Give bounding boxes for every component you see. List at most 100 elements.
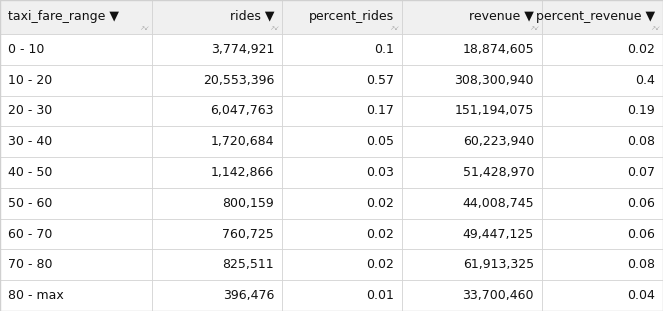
Text: 3,774,921: 3,774,921 [211, 43, 274, 56]
Bar [542, 34, 663, 65]
Text: 308,300,940: 308,300,940 [455, 74, 534, 87]
Text: taxi_fare_range ▼: taxi_fare_range ▼ [8, 10, 119, 23]
Text: 0.06: 0.06 [627, 228, 655, 240]
Text: percent_revenue ▼: percent_revenue ▼ [536, 10, 655, 23]
Bar [0, 157, 152, 188]
Text: 0.05: 0.05 [366, 135, 394, 148]
Text: 61,913,325: 61,913,325 [463, 258, 534, 271]
Text: 60 - 70: 60 - 70 [8, 228, 52, 240]
Bar [0, 219, 152, 249]
Bar [282, 157, 402, 188]
Text: 20,553,396: 20,553,396 [203, 74, 274, 87]
Bar [0, 126, 152, 157]
Bar [542, 280, 663, 311]
Text: 0.03: 0.03 [366, 166, 394, 179]
Text: rides ▼: rides ▼ [229, 10, 274, 23]
Bar [542, 0, 663, 34]
Bar [152, 280, 282, 311]
Bar [282, 249, 402, 280]
Text: 0.08: 0.08 [627, 258, 655, 271]
Text: 0.01: 0.01 [366, 289, 394, 302]
Text: 0.1: 0.1 [374, 43, 394, 56]
Bar [0, 249, 152, 280]
Bar [282, 0, 402, 34]
Bar [152, 157, 282, 188]
Bar [152, 34, 282, 65]
Text: 0.02: 0.02 [366, 258, 394, 271]
Text: 151,194,075: 151,194,075 [455, 104, 534, 118]
Text: ↗↙: ↗↙ [650, 26, 661, 31]
Text: 0.06: 0.06 [627, 197, 655, 210]
Text: 80 - max: 80 - max [8, 289, 64, 302]
Text: ↗↙: ↗↙ [389, 26, 400, 31]
Bar [152, 249, 282, 280]
Bar [0, 188, 152, 219]
Text: 0.17: 0.17 [366, 104, 394, 118]
Text: 0.19: 0.19 [627, 104, 655, 118]
Text: 0.07: 0.07 [627, 166, 655, 179]
Bar [542, 249, 663, 280]
Bar [402, 157, 542, 188]
Bar [282, 95, 402, 126]
Bar [402, 188, 542, 219]
Text: 18,874,605: 18,874,605 [462, 43, 534, 56]
Bar [152, 95, 282, 126]
Bar [282, 219, 402, 249]
Bar [152, 126, 282, 157]
Bar [152, 219, 282, 249]
Bar [402, 95, 542, 126]
Text: 6,047,763: 6,047,763 [210, 104, 274, 118]
Bar [542, 219, 663, 249]
Bar [152, 0, 282, 34]
Text: 0.57: 0.57 [366, 74, 394, 87]
Bar [402, 249, 542, 280]
Bar [282, 65, 402, 95]
Bar [282, 126, 402, 157]
Bar [282, 280, 402, 311]
Text: 30 - 40: 30 - 40 [8, 135, 52, 148]
Text: 33,700,460: 33,700,460 [463, 289, 534, 302]
Text: 40 - 50: 40 - 50 [8, 166, 52, 179]
Bar [402, 34, 542, 65]
Text: 0 - 10: 0 - 10 [8, 43, 44, 56]
Bar [0, 280, 152, 311]
Text: 60,223,940: 60,223,940 [463, 135, 534, 148]
Text: 49,447,125: 49,447,125 [463, 228, 534, 240]
Bar [282, 34, 402, 65]
Text: 0.04: 0.04 [627, 289, 655, 302]
Text: 0.02: 0.02 [627, 43, 655, 56]
Text: 396,476: 396,476 [223, 289, 274, 302]
Bar [282, 188, 402, 219]
Text: 1,720,684: 1,720,684 [210, 135, 274, 148]
Text: 0.08: 0.08 [627, 135, 655, 148]
Bar [152, 65, 282, 95]
Text: 20 - 30: 20 - 30 [8, 104, 52, 118]
Bar [0, 95, 152, 126]
Text: revenue ▼: revenue ▼ [469, 10, 534, 23]
Bar [402, 0, 542, 34]
Bar [542, 65, 663, 95]
Text: 70 - 80: 70 - 80 [8, 258, 52, 271]
Bar [0, 0, 152, 34]
Bar [0, 34, 152, 65]
Text: ↗↙: ↗↙ [139, 26, 150, 31]
Text: ↗↙: ↗↙ [269, 26, 280, 31]
Bar [402, 65, 542, 95]
Text: 825,511: 825,511 [222, 258, 274, 271]
Text: 10 - 20: 10 - 20 [8, 74, 52, 87]
Bar [402, 280, 542, 311]
Bar [542, 157, 663, 188]
Text: 44,008,745: 44,008,745 [462, 197, 534, 210]
Bar [542, 95, 663, 126]
Text: 0.02: 0.02 [366, 197, 394, 210]
Text: 0.4: 0.4 [635, 74, 655, 87]
Bar [542, 188, 663, 219]
Text: 1,142,866: 1,142,866 [211, 166, 274, 179]
Text: ↗↙: ↗↙ [530, 26, 540, 31]
Text: 50 - 60: 50 - 60 [8, 197, 52, 210]
Bar [402, 126, 542, 157]
Text: 800,159: 800,159 [222, 197, 274, 210]
Text: percent_rides: percent_rides [309, 10, 394, 23]
Bar [542, 126, 663, 157]
Bar [0, 65, 152, 95]
